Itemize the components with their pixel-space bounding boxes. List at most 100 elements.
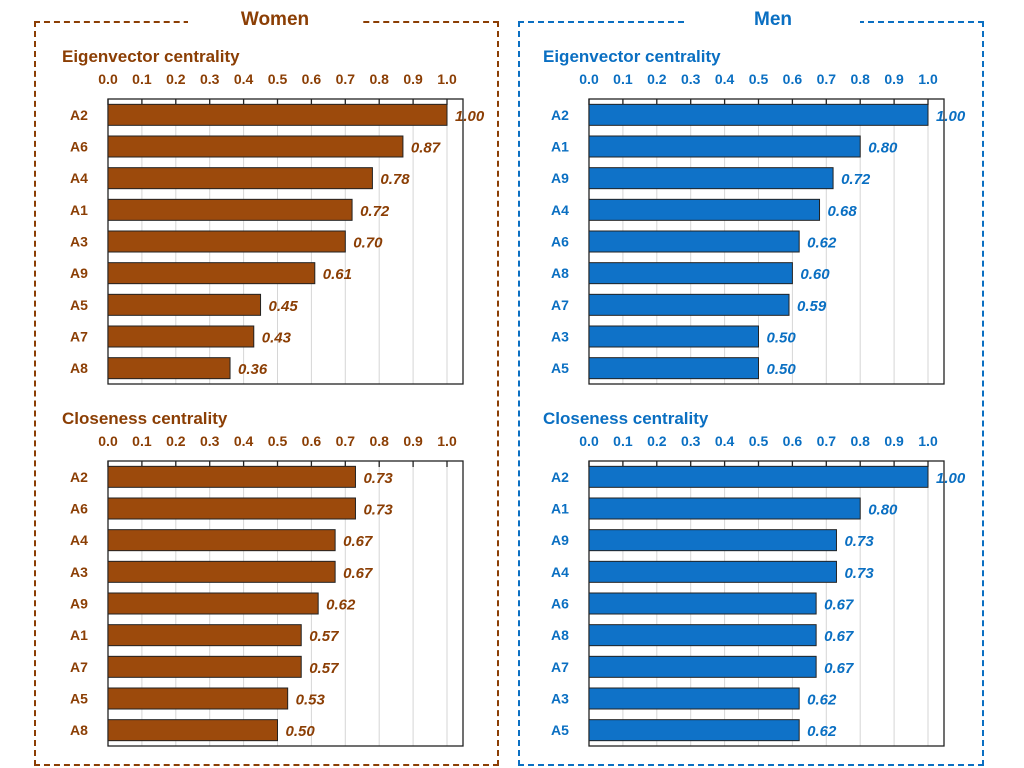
category-label: A3 xyxy=(70,234,88,250)
value-label: 0.72 xyxy=(841,171,871,188)
bar-a3 xyxy=(107,560,336,583)
value-label: 0.68 xyxy=(828,203,858,220)
bar-a4 xyxy=(588,560,837,583)
bar-a2 xyxy=(588,465,929,488)
x-tick-label: 0.8 xyxy=(850,433,870,449)
category-label: A1 xyxy=(70,202,88,218)
bar-a5 xyxy=(588,357,759,380)
x-tick-label: 0.3 xyxy=(681,433,701,449)
category-label: A6 xyxy=(551,596,569,612)
bar-a7 xyxy=(107,655,302,678)
value-label: 0.73 xyxy=(844,565,874,582)
bar-a3 xyxy=(588,687,800,710)
category-label: A8 xyxy=(70,722,88,738)
bar-a4 xyxy=(107,529,336,552)
x-tick-label: 0.4 xyxy=(234,433,254,449)
bar-a4 xyxy=(588,198,821,221)
x-tick-label: 0.8 xyxy=(369,433,389,449)
x-tick-label: 0.0 xyxy=(98,71,118,87)
x-tick-label: 0.0 xyxy=(98,433,118,449)
x-tick-label: 0.9 xyxy=(884,433,904,449)
x-tick-label: 0.2 xyxy=(647,71,667,87)
category-label: A2 xyxy=(551,107,569,123)
value-label: 1.00 xyxy=(936,470,966,487)
value-label: 0.67 xyxy=(824,628,854,645)
value-label: 0.57 xyxy=(309,628,339,645)
men-closeness-chart: Closeness centrality 0.0 0.1 0.2 0.3 0.4 0.5 0.… xyxy=(543,409,966,747)
bar-a1 xyxy=(588,135,861,158)
value-label: 0.67 xyxy=(824,597,854,614)
value-label: 0.57 xyxy=(309,660,339,677)
x-tick-label: 0.7 xyxy=(817,71,837,87)
bar-a6 xyxy=(588,230,800,253)
category-label: A7 xyxy=(70,329,88,345)
category-label: A9 xyxy=(551,170,569,186)
value-label: 0.50 xyxy=(767,361,797,378)
category-label: A9 xyxy=(551,532,569,548)
category-label: A2 xyxy=(70,107,88,123)
bar-a9 xyxy=(107,592,319,615)
category-label: A3 xyxy=(551,691,569,707)
bar-a5 xyxy=(107,687,289,710)
category-label: A7 xyxy=(70,659,88,675)
value-label: 0.73 xyxy=(363,470,393,487)
category-label: A8 xyxy=(551,265,569,281)
value-label: 0.80 xyxy=(868,502,898,519)
x-tick-label: 0.3 xyxy=(200,71,220,87)
value-label: 0.62 xyxy=(326,597,356,614)
x-tick-label: 0.6 xyxy=(302,71,322,87)
bar-a1 xyxy=(107,198,353,221)
value-label: 0.53 xyxy=(296,692,326,709)
x-tick-label: 0.6 xyxy=(783,71,803,87)
value-label: 0.36 xyxy=(238,361,268,378)
value-label: 0.67 xyxy=(824,660,854,677)
women-closeness-chart: Closeness centrality 0.0 0.1 0.2 0.3 0.4 0.5 0.… xyxy=(62,409,464,747)
x-tick-label: 0.5 xyxy=(268,71,288,87)
x-tick-label: 0.6 xyxy=(302,433,322,449)
x-tick-label: 0.6 xyxy=(783,433,803,449)
x-tick-label: 0.2 xyxy=(647,433,667,449)
bar-a8 xyxy=(107,357,231,380)
x-tick-label: 0.9 xyxy=(884,71,904,87)
bar-a3 xyxy=(107,230,346,253)
x-tick-label: 0.8 xyxy=(850,71,870,87)
x-tick-label: 0.1 xyxy=(613,433,633,449)
category-label: A7 xyxy=(551,297,569,313)
x-tick-label: 0.4 xyxy=(234,71,254,87)
category-label: A1 xyxy=(70,627,88,643)
category-label: A5 xyxy=(551,722,569,738)
value-label: 0.60 xyxy=(800,266,830,283)
x-tick-label: 0.7 xyxy=(336,433,356,449)
x-tick-label: 0.3 xyxy=(681,71,701,87)
category-label: A5 xyxy=(70,297,88,313)
chart-title: Closeness centrality xyxy=(543,409,709,428)
bar-a6 xyxy=(107,135,404,158)
bar-a1 xyxy=(588,497,861,520)
value-label: 0.50 xyxy=(286,723,316,740)
value-label: 0.50 xyxy=(767,330,797,347)
category-label: A1 xyxy=(551,139,569,155)
bar-a4 xyxy=(107,167,373,190)
x-tick-label: 0.5 xyxy=(749,71,769,87)
x-tick-label: 0.9 xyxy=(403,433,423,449)
x-tick-label: 0.1 xyxy=(132,433,152,449)
x-tick-label: 0.2 xyxy=(166,71,186,87)
chart-title: Eigenvector centrality xyxy=(62,47,240,66)
value-label: 0.72 xyxy=(360,203,390,220)
category-label: A9 xyxy=(70,596,88,612)
category-label: A6 xyxy=(70,501,88,517)
value-label: 0.87 xyxy=(411,140,441,157)
category-label: A7 xyxy=(551,659,569,675)
category-label: A6 xyxy=(551,234,569,250)
category-label: A5 xyxy=(551,360,569,376)
category-label: A8 xyxy=(551,627,569,643)
category-label: A1 xyxy=(551,501,569,517)
x-tick-label: 0.5 xyxy=(749,433,769,449)
category-label: A4 xyxy=(551,202,569,218)
x-tick-label: 0.9 xyxy=(403,71,423,87)
category-label: A3 xyxy=(551,329,569,345)
x-tick-label: 0.0 xyxy=(579,433,599,449)
value-label: 0.73 xyxy=(363,502,393,519)
value-label: 1.00 xyxy=(455,108,485,125)
bar-a2 xyxy=(107,465,356,488)
